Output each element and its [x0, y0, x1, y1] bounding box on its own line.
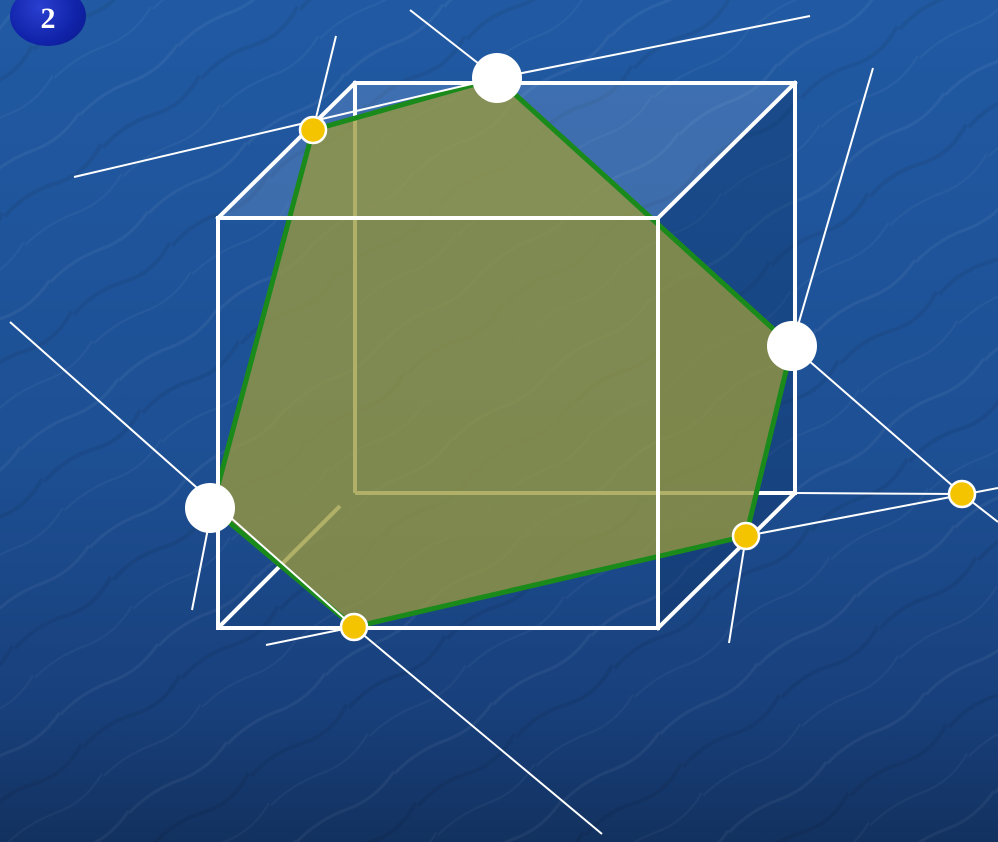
construction-lines	[9, 9, 998, 835]
cube-visible-edges	[215, 80, 798, 631]
slide-number: 2	[40, 2, 56, 35]
slide-number-badge: 2	[10, 0, 86, 46]
given-point	[767, 321, 817, 371]
given-point	[185, 483, 235, 533]
constructed-point	[731, 521, 761, 551]
constructed-points	[298, 115, 977, 642]
given-points	[185, 53, 817, 533]
constructed-point	[298, 115, 328, 145]
given-point	[472, 53, 522, 103]
constructed-point	[947, 479, 977, 509]
constructed-point	[339, 612, 369, 642]
